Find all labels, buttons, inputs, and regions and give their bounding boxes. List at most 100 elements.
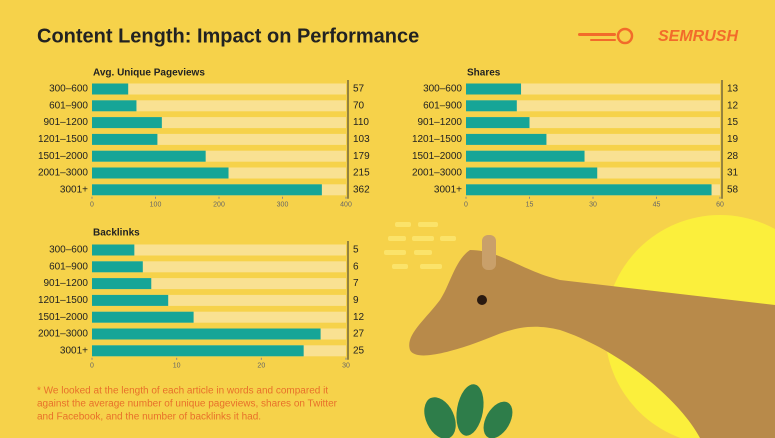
value-label: 57 xyxy=(353,84,365,95)
category-label: 2001–3000 xyxy=(38,329,88,340)
bar-track xyxy=(92,244,346,256)
category-label: 3001+ xyxy=(60,184,88,195)
x-tick-label: 0 xyxy=(90,202,94,209)
value-label: 27 xyxy=(353,329,365,340)
footnote-line: * We looked at the length of each articl… xyxy=(37,386,328,397)
value-label: 25 xyxy=(353,345,365,356)
bar-track xyxy=(466,133,720,145)
bar-track xyxy=(92,150,346,162)
x-tick-label: 200 xyxy=(213,202,225,209)
bar xyxy=(466,117,530,129)
category-label: 901–1200 xyxy=(44,278,89,289)
bar-track xyxy=(92,100,346,112)
leaves xyxy=(424,384,513,438)
bar-track xyxy=(92,83,346,95)
bar xyxy=(92,133,158,145)
category-label: 1501–2000 xyxy=(38,151,88,162)
bar xyxy=(92,345,304,357)
value-label: 31 xyxy=(727,168,739,179)
x-tick-label: 10 xyxy=(173,363,181,370)
value-label: 103 xyxy=(353,134,370,145)
bar xyxy=(92,294,169,306)
giraffe-horn xyxy=(482,235,496,270)
chart-title: Shares xyxy=(467,68,501,79)
category-label: 601–900 xyxy=(49,100,88,111)
value-label: 28 xyxy=(727,151,739,162)
x-tick-label: 100 xyxy=(150,202,162,209)
bar xyxy=(466,83,522,95)
bar xyxy=(92,150,206,162)
bar xyxy=(466,167,598,179)
value-label: 110 xyxy=(353,117,369,128)
value-label: 70 xyxy=(353,100,365,111)
category-label: 901–1200 xyxy=(418,117,463,128)
bar-track xyxy=(466,150,720,162)
x-tick-label: 45 xyxy=(653,202,661,209)
bar xyxy=(92,311,194,323)
category-label: 901–1200 xyxy=(44,117,89,128)
value-label: 6 xyxy=(353,261,359,272)
chart-title: Avg. Unique Pageviews xyxy=(93,68,205,79)
x-tick-label: 300 xyxy=(277,202,289,209)
x-tick-label: 0 xyxy=(90,363,94,370)
value-label: 13 xyxy=(727,84,739,95)
category-label: 1501–2000 xyxy=(38,312,88,323)
bar xyxy=(92,83,129,95)
bar-track xyxy=(466,83,720,95)
category-label: 601–900 xyxy=(49,261,88,272)
chart-title: Backlinks xyxy=(93,228,140,239)
bar xyxy=(92,261,143,273)
x-tick-label: 0 xyxy=(464,202,468,209)
bar xyxy=(92,328,321,340)
category-label: 3001+ xyxy=(60,345,88,356)
bar xyxy=(92,117,162,129)
bar xyxy=(92,100,137,112)
category-label: 3001+ xyxy=(434,184,462,195)
category-label: 300–600 xyxy=(49,245,88,256)
category-label: 1201–1500 xyxy=(38,295,88,306)
bar xyxy=(92,244,135,256)
x-tick-label: 30 xyxy=(589,202,597,209)
bar-track xyxy=(466,100,720,112)
category-label: 2001–3000 xyxy=(38,168,88,179)
bar xyxy=(466,150,585,162)
category-label: 601–900 xyxy=(423,100,462,111)
brand-logo: SEMRUSH xyxy=(658,28,738,45)
category-label: 1501–2000 xyxy=(412,151,462,162)
value-label: 19 xyxy=(727,134,739,145)
footnote-line: against the average number of unique pag… xyxy=(37,399,338,410)
bar-track xyxy=(92,278,346,290)
x-tick-label: 15 xyxy=(526,202,534,209)
bar-track xyxy=(92,261,346,273)
logo-mark xyxy=(578,27,634,45)
bar xyxy=(466,184,712,196)
bar-track xyxy=(466,117,720,129)
value-label: 362 xyxy=(353,184,370,195)
bar xyxy=(466,100,517,112)
x-tick-label: 400 xyxy=(340,202,352,209)
bar xyxy=(92,278,152,290)
bar-track xyxy=(92,117,346,129)
decor-dashes xyxy=(384,222,456,269)
value-label: 9 xyxy=(353,295,359,306)
value-label: 12 xyxy=(727,100,739,111)
giraffe xyxy=(409,250,775,438)
x-tick-label: 20 xyxy=(257,363,265,370)
bar-track xyxy=(92,311,346,323)
value-label: 215 xyxy=(353,168,370,179)
category-label: 1201–1500 xyxy=(38,134,88,145)
page-title: Content Length: Impact on Performance xyxy=(37,25,419,47)
bar-track xyxy=(92,133,346,145)
x-tick-label: 30 xyxy=(342,363,350,370)
category-label: 300–600 xyxy=(423,84,462,95)
value-label: 179 xyxy=(353,151,370,162)
value-label: 5 xyxy=(353,245,359,256)
bar xyxy=(466,133,547,145)
value-label: 7 xyxy=(353,278,359,289)
bar-track xyxy=(92,294,346,306)
footnote-line: and Facebook, and the number of backlink… xyxy=(37,412,261,423)
value-label: 15 xyxy=(727,117,739,128)
bar xyxy=(92,184,322,196)
x-tick-label: 60 xyxy=(716,202,724,209)
